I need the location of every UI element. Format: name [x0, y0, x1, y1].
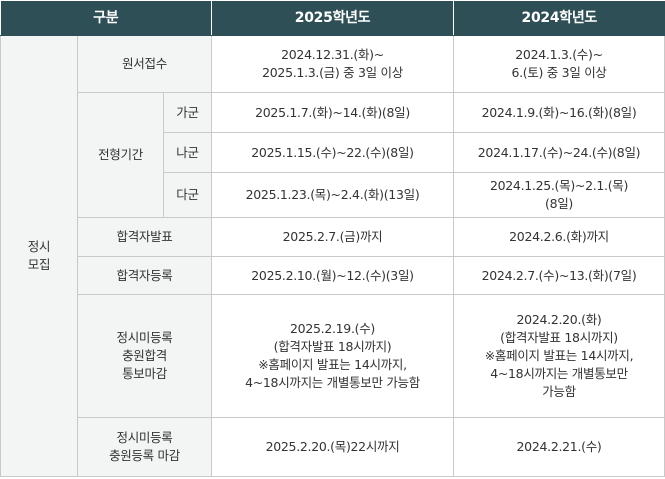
header-category: 구분 — [0, 0, 213, 36]
table-row-registration: 합격자등록 2025.2.10.(월)~12.(수)(3일) 2024.2.7.… — [1, 256, 665, 295]
table-row-announcement: 합격자발표 2025.2.7.(금)까지 2024.2.6.(화)까지 — [1, 217, 665, 257]
cell-line: 2025.1.3.(금) 중 3일 이상 — [262, 65, 403, 80]
cell-2024-registration: 2024.2.7.(수)~13.(화)(7일) — [453, 256, 665, 295]
table-header: 구분 2025학년도 2024학년도 — [0, 0, 665, 36]
cell-2025-registration: 2025.2.10.(월)~12.(수)(3일) — [211, 256, 455, 295]
cell-line: 2025.2.19.(수) — [290, 321, 375, 336]
cell-2024-screening-na: 2024.1.17.(수)~24.(수)(8일) — [453, 132, 665, 173]
cell-2024-announcement: 2024.2.6.(화)까지 — [453, 217, 665, 257]
cell-line: 6.(토) 중 3일 이상 — [511, 65, 607, 80]
cell-line: (합격자발표 18시까지) — [273, 339, 392, 354]
label-line: 통보마감 — [122, 366, 167, 381]
table-row-screening-na: 나군 2025.1.15.(수)~22.(수)(8일) 2024.1.17.(수… — [1, 132, 665, 173]
cell-line: 4~18시까지는 개별통보만 가능함 — [245, 375, 420, 390]
table-row-screening-ga: 전형기간 가군 2025.1.7.(화)~14.(화)(8일) 2024.1.9… — [1, 92, 665, 218]
cell-2025-screening-na: 2025.1.15.(수)~22.(수)(8일) — [211, 132, 455, 173]
cell-line: 2024.2.20.(화) — [516, 312, 602, 327]
label-line: 충원합격 — [122, 348, 167, 363]
table-row-notification: 정시미등록 충원합격 통보마감 2025.2.19.(수) (합격자발표 18시… — [1, 294, 665, 418]
row-label-deadline: 정시미등록 충원등록 마감 — [76, 417, 213, 477]
cell-2025-notification: 2025.2.19.(수) (합격자발표 18시까지) ※홈페이지 발표는 14… — [211, 294, 455, 418]
group-label-ga: 가군 — [162, 92, 213, 133]
cell-line: 2024.12.31.(화)~ — [281, 47, 384, 62]
cell-2024-deadline: 2024.2.21.(수) — [453, 417, 665, 477]
cell-line: 2024.1.17.(수)~24.(수)(8일) — [477, 144, 641, 160]
label-line: 충원등록 마감 — [109, 448, 180, 463]
table-row-application: 정시 모집 원서접수 2024.12.31.(화)~ 2025.1.3.(금) … — [0, 35, 665, 477]
row-label-registration: 합격자등록 — [76, 256, 213, 295]
section-label-line: 모집 — [27, 257, 51, 272]
cell-line: (8일) — [545, 196, 574, 211]
cell-line: (합격자발표 18시까지) — [500, 330, 618, 345]
cell-line: ※홈페이지 발표는 14시까지, — [484, 348, 634, 363]
header-2025: 2025학년도 — [211, 0, 455, 36]
section-label-regular-admission: 정시 모집 — [0, 35, 78, 477]
cell-2025-application: 2024.12.31.(화)~ 2025.1.3.(금) 중 3일 이상 — [211, 35, 455, 93]
cell-line: ※홈페이지 발표는 14시까지, — [258, 357, 407, 372]
cell-line: 2024.1.9.(화)~16.(화)(8일) — [481, 104, 637, 120]
cell-2024-screening-da: 2024.1.25.(목)~2.1.(목) (8일) — [453, 172, 665, 218]
row-label-announcement: 합격자발표 — [76, 217, 213, 257]
table-row-deadline: 정시미등록 충원등록 마감 2025.2.20.(목)22시까지 2024.2.… — [1, 417, 665, 477]
label-line: 정시미등록 — [116, 430, 173, 445]
row-label-application: 원서접수 — [76, 35, 213, 93]
label-line: 정시미등록 — [116, 330, 173, 345]
group-label-na: 나군 — [162, 132, 213, 173]
cell-2025-announcement: 2025.2.7.(금)까지 — [211, 217, 455, 257]
cell-2025-deadline: 2025.2.20.(목)22시까지 — [211, 417, 455, 477]
group-label-da: 다군 — [162, 172, 213, 218]
row-label-notification: 정시미등록 충원합격 통보마감 — [76, 294, 213, 418]
cell-line: 2024.1.3.(수)~ — [515, 47, 603, 62]
cell-line: 2024.1.25.(목)~2.1.(목) — [489, 178, 629, 193]
cell-2025-screening-da: 2025.1.23.(목)~2.4.(화)(13일) — [211, 172, 455, 218]
cell-line: 4~18시까지는 개별통보만 — [490, 366, 628, 381]
row-label-screening: 전형기간 — [77, 92, 164, 218]
cell-line: 가능함 — [542, 384, 576, 399]
table-row-screening-da: 다군 2025.1.23.(목)~2.4.(화)(13일) 2024.1.25.… — [1, 172, 665, 218]
cell-2024-screening-ga: 2024.1.9.(화)~16.(화)(8일) — [453, 92, 665, 133]
cell-2025-screening-ga: 2025.1.7.(화)~14.(화)(8일) — [211, 92, 455, 133]
cell-2024-notification: 2024.2.20.(화) (합격자발표 18시까지) ※홈페이지 발표는 14… — [453, 294, 665, 418]
cell-2024-application: 2024.1.3.(수)~ 6.(토) 중 3일 이상 — [453, 35, 665, 93]
header-2024: 2024학년도 — [453, 0, 665, 36]
section-label-line: 정시 — [27, 239, 51, 254]
